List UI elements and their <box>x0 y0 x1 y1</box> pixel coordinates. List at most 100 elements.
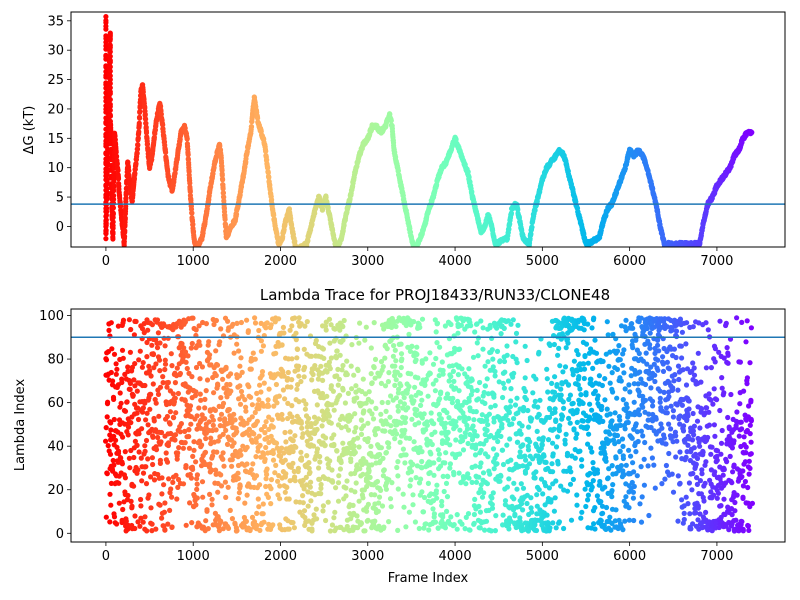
lambda-point <box>357 320 363 326</box>
lambda-point <box>236 348 242 354</box>
lambda-point <box>421 525 427 531</box>
lambda-point <box>337 392 343 398</box>
lambda-point <box>423 427 429 433</box>
lambda-point <box>260 452 266 458</box>
lambda-point <box>320 508 326 514</box>
lambda-point <box>202 396 208 402</box>
lambda-point <box>322 323 329 329</box>
lambda-point <box>436 451 442 457</box>
lambda-point <box>222 479 228 485</box>
lambda-point <box>360 495 366 501</box>
lambda-point <box>194 472 200 478</box>
lambda-point <box>142 514 148 520</box>
lambda-point <box>186 427 192 433</box>
y-tick-label: 30 <box>47 44 64 59</box>
lambda-point <box>442 425 448 431</box>
lambda-point <box>444 391 451 397</box>
lambda-point <box>449 400 455 406</box>
lambda-point <box>436 456 442 463</box>
lambda-point <box>320 346 326 352</box>
dg-point <box>255 115 261 121</box>
lambda-point <box>413 357 419 363</box>
dg-point <box>294 247 299 252</box>
lambda-point <box>209 502 215 508</box>
lambda-point <box>108 420 114 426</box>
dg-point <box>185 152 191 158</box>
lambda-point <box>176 445 182 451</box>
lambda-point <box>234 429 240 435</box>
dg-point <box>163 149 169 155</box>
lambda-point <box>456 388 462 394</box>
lambda-point <box>111 462 117 468</box>
lambda-point <box>197 391 203 397</box>
lambda-point <box>108 502 114 508</box>
lambda-point <box>199 442 205 448</box>
lambda-point <box>436 411 442 417</box>
lambda-point <box>117 404 123 410</box>
lambda-point <box>111 514 118 520</box>
lambda-point <box>392 347 398 353</box>
lambda-point <box>292 433 298 439</box>
lambda-point <box>120 506 126 513</box>
lambda-point <box>352 489 358 495</box>
lambda-point <box>314 516 320 522</box>
dg-point <box>110 229 116 235</box>
lambda-point <box>149 342 155 348</box>
lambda-point <box>334 348 340 354</box>
lambda-point <box>319 423 325 429</box>
lambda-point <box>458 434 464 440</box>
lambda-point <box>188 475 194 481</box>
lambda-point <box>359 388 365 395</box>
lambda-point <box>383 408 389 414</box>
lambda-point <box>407 435 413 441</box>
lambda-point <box>206 339 212 345</box>
lambda-point <box>344 358 350 364</box>
lambda-point <box>398 341 404 347</box>
lambda-point <box>331 432 337 438</box>
dg-point <box>123 203 129 209</box>
lambda-point <box>231 440 237 446</box>
lambda-point <box>125 364 131 370</box>
dg-point <box>143 116 149 122</box>
lambda-point <box>189 374 195 380</box>
lambda-point <box>465 510 472 517</box>
lambda-point <box>314 426 320 432</box>
lambda-point <box>406 331 412 337</box>
lambda-point <box>443 420 449 426</box>
lambda-point <box>276 316 282 322</box>
lambda-point <box>344 371 350 378</box>
lambda-point <box>390 353 396 359</box>
lambda-point <box>317 476 323 482</box>
lambda-point <box>378 445 384 451</box>
lambda-point <box>345 427 352 433</box>
lambda-point <box>154 345 161 351</box>
lambda-point <box>444 473 450 479</box>
lambda-point <box>200 494 206 500</box>
lambda-point <box>165 379 171 386</box>
lambda-point <box>441 488 447 495</box>
lambda-point <box>215 489 221 495</box>
lambda-point <box>470 423 476 429</box>
lambda-point <box>237 383 243 389</box>
lambda-point <box>420 509 427 515</box>
lambda-point <box>430 381 436 387</box>
lambda-point <box>269 417 275 423</box>
dg-point <box>220 186 226 192</box>
lambda-point <box>295 382 301 388</box>
lambda-point <box>156 357 163 363</box>
lambda-point <box>214 362 221 368</box>
lambda-point <box>324 369 330 375</box>
lambda-point <box>296 315 302 321</box>
dg-point <box>110 236 116 242</box>
dg-point <box>137 115 143 121</box>
dg-point <box>414 246 417 247</box>
dg-point <box>160 122 166 128</box>
lambda-point <box>320 377 326 383</box>
lambda-point <box>425 480 431 486</box>
lambda-point <box>257 527 263 534</box>
lambda-point <box>457 427 463 433</box>
lambda-point <box>262 430 268 436</box>
lambda-point <box>298 449 304 455</box>
lambda-point <box>207 352 213 358</box>
lambda-point <box>221 463 227 469</box>
